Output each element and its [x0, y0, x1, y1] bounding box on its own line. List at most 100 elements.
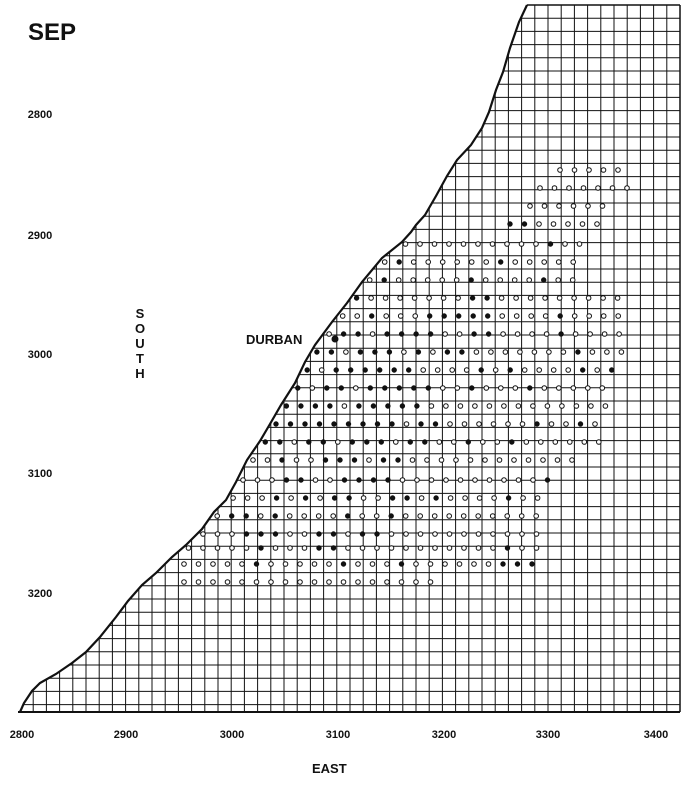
station-dot-filled	[514, 561, 521, 567]
station-dot-open	[388, 545, 395, 551]
month-label: SEP	[28, 19, 76, 46]
station-dot-open	[618, 349, 625, 355]
station-dot-open	[541, 259, 548, 265]
station-dot-open	[600, 167, 607, 173]
station-dot-open	[461, 545, 467, 551]
station-dot-open	[254, 477, 261, 483]
station-dot-open	[359, 545, 366, 551]
station-dot-filled	[557, 313, 563, 319]
station-dot-open	[373, 513, 380, 519]
station-dot-filled	[306, 439, 312, 445]
station-dot-open	[556, 203, 562, 209]
station-dot-filled	[316, 421, 323, 427]
station-dot-filled	[370, 403, 377, 409]
station-dot-open	[546, 349, 552, 355]
station-dot-filled	[331, 421, 337, 427]
station-dot-open	[624, 185, 630, 191]
station-dot-open	[439, 277, 446, 283]
station-dot-filled	[338, 385, 344, 391]
station-dot-open	[431, 241, 438, 247]
station-dot-open	[384, 579, 390, 585]
station-dot-open	[594, 221, 600, 227]
station-dot-filled	[364, 439, 370, 445]
station-dot-open	[214, 545, 221, 551]
station-dot-open	[287, 531, 293, 537]
station-dot-open	[301, 513, 308, 519]
station-dot-open	[581, 439, 588, 445]
station-dot-open	[562, 241, 568, 247]
station-dot-filled	[355, 331, 361, 337]
station-dot-open	[462, 495, 468, 501]
station-dot-open	[353, 385, 359, 391]
station-dot-filled	[377, 367, 383, 373]
station-dot-open	[446, 513, 453, 519]
station-dot-filled	[470, 313, 476, 319]
station-dot-open	[181, 561, 187, 567]
station-dot-filled	[229, 513, 235, 519]
station-dot-open	[449, 367, 456, 373]
station-dot-filled	[258, 545, 264, 551]
station-dot-filled	[469, 385, 475, 391]
station-dot-open	[428, 477, 435, 483]
station-dot-filled	[279, 457, 285, 463]
station-dot-open	[409, 457, 416, 463]
station-dot-filled	[465, 439, 471, 445]
station-dot-open	[536, 221, 542, 227]
station-dot-open	[501, 403, 507, 409]
station-dot-open	[533, 531, 540, 537]
station-dot-open	[485, 561, 492, 567]
station-dot-open	[473, 349, 480, 355]
station-dot-filled	[340, 331, 347, 337]
station-dot-filled	[374, 531, 380, 537]
station-dot-open	[520, 495, 526, 501]
station-dot-open	[268, 579, 274, 585]
station-dot-open	[461, 421, 468, 427]
station-dot-filled	[253, 561, 260, 567]
station-dot-open	[475, 545, 482, 551]
station-dot-filled	[341, 477, 348, 483]
station-dot-open	[569, 457, 575, 463]
station-dot-open	[463, 367, 470, 373]
station-dot-filled	[469, 295, 476, 301]
station-dot-open	[335, 439, 341, 445]
station-dot-filled	[504, 545, 511, 551]
station-dot-filled	[302, 495, 309, 501]
station-dot-filled	[558, 331, 564, 337]
station-dot-filled	[330, 531, 337, 537]
y-tick-label: 2900	[28, 230, 52, 242]
station-dot-open	[521, 367, 528, 373]
station-dot-open	[492, 367, 499, 373]
station-dot-open	[403, 531, 409, 537]
station-dot-filled	[399, 403, 406, 409]
station-dot-open	[576, 241, 583, 247]
station-dot-open	[401, 349, 407, 355]
station-dot-open	[309, 385, 316, 391]
station-dot-filled	[272, 531, 279, 537]
station-dot-filled	[391, 367, 397, 373]
station-dot-open	[505, 421, 511, 427]
station-dot-open	[291, 439, 298, 445]
station-dot-filled	[534, 421, 540, 427]
station-dot-open	[446, 241, 452, 247]
station-dot-open	[482, 457, 488, 463]
station-dot-open	[343, 349, 349, 355]
station-dot-open	[439, 259, 446, 265]
station-dot-open	[559, 403, 565, 409]
station-dot-open	[542, 313, 549, 319]
station-dot-filled	[398, 561, 405, 567]
station-dot-filled	[302, 421, 308, 427]
station-dot-open	[398, 579, 405, 585]
station-dot-open	[585, 295, 592, 301]
station-dot-filled	[320, 439, 326, 445]
station-dot-filled	[367, 385, 373, 391]
station-dot-open	[615, 313, 622, 319]
station-dot-open	[580, 185, 587, 191]
station-dot-open	[518, 241, 525, 247]
station-dot-filled	[298, 477, 304, 483]
station-dot-open	[454, 259, 461, 265]
station-dot-filled	[243, 531, 250, 537]
station-dot-open	[288, 495, 294, 501]
station-dot-open	[526, 259, 533, 265]
station-dot-filled	[484, 295, 490, 301]
station-dot-filled	[349, 439, 355, 445]
